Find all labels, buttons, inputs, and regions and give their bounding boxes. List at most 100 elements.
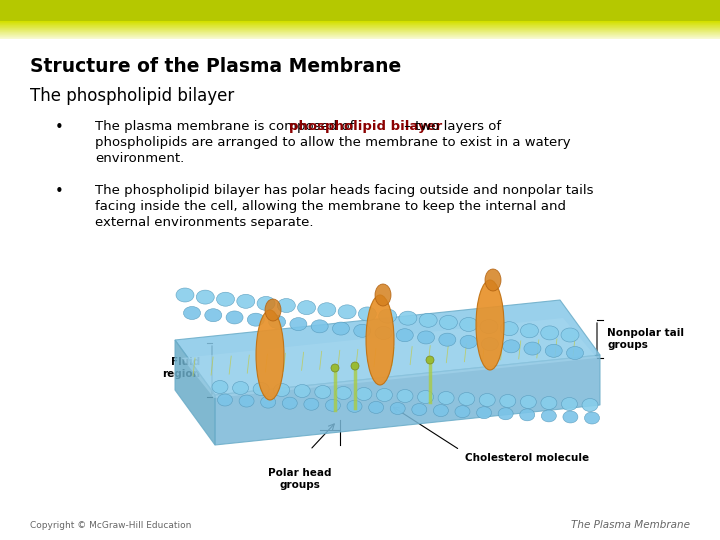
Text: facing inside the cell, allowing the membrane to keep the internal and: facing inside the cell, allowing the mem… (95, 200, 566, 213)
Ellipse shape (354, 325, 371, 338)
Ellipse shape (333, 322, 349, 335)
Text: – two layers of: – two layers of (400, 120, 501, 133)
Ellipse shape (480, 320, 498, 334)
Ellipse shape (500, 322, 518, 336)
Ellipse shape (459, 393, 474, 406)
Text: •: • (55, 184, 64, 199)
Text: The phospholipid bilayer: The phospholipid bilayer (30, 87, 234, 105)
Ellipse shape (524, 342, 541, 355)
Polygon shape (175, 340, 215, 445)
Text: •: • (55, 120, 64, 135)
Ellipse shape (377, 388, 392, 402)
Ellipse shape (412, 403, 427, 415)
Ellipse shape (521, 324, 539, 338)
Ellipse shape (433, 404, 449, 416)
Ellipse shape (503, 340, 520, 353)
Ellipse shape (184, 307, 200, 320)
Ellipse shape (561, 328, 579, 342)
Ellipse shape (545, 345, 562, 357)
Ellipse shape (541, 410, 557, 422)
Ellipse shape (521, 395, 536, 408)
Text: The phospholipid bilayer has polar heads facing outside and nonpolar tails: The phospholipid bilayer has polar heads… (95, 184, 593, 197)
Ellipse shape (438, 333, 456, 346)
Text: Fluid
region: Fluid region (162, 357, 200, 379)
Ellipse shape (541, 396, 557, 409)
Ellipse shape (418, 331, 435, 344)
Text: Copyright © McGraw-Hill Education: Copyright © McGraw-Hill Education (30, 521, 192, 530)
Ellipse shape (396, 329, 413, 342)
Ellipse shape (237, 294, 255, 308)
Text: The Plasma Membrane: The Plasma Membrane (571, 520, 690, 530)
Ellipse shape (318, 303, 336, 317)
Ellipse shape (261, 396, 276, 408)
Ellipse shape (455, 406, 470, 417)
Ellipse shape (498, 408, 513, 420)
Bar (0, 0, 720, 22)
Ellipse shape (315, 386, 330, 399)
Ellipse shape (338, 305, 356, 319)
Ellipse shape (500, 395, 516, 408)
Ellipse shape (269, 315, 286, 328)
Ellipse shape (274, 383, 289, 396)
Ellipse shape (217, 394, 233, 406)
Ellipse shape (176, 288, 194, 302)
Ellipse shape (438, 392, 454, 404)
Ellipse shape (212, 381, 228, 394)
Ellipse shape (197, 290, 215, 304)
Polygon shape (175, 300, 600, 395)
Ellipse shape (304, 398, 319, 410)
Ellipse shape (419, 313, 437, 327)
Ellipse shape (248, 313, 264, 326)
Ellipse shape (347, 400, 362, 413)
Ellipse shape (482, 338, 498, 350)
Ellipse shape (290, 318, 307, 330)
Ellipse shape (325, 399, 341, 411)
Text: Cholesterol molecule: Cholesterol molecule (465, 453, 589, 463)
Text: environment.: environment. (95, 152, 184, 165)
Ellipse shape (476, 280, 504, 370)
Ellipse shape (541, 326, 559, 340)
Ellipse shape (356, 388, 372, 401)
Text: Polar head
groups: Polar head groups (269, 468, 332, 490)
Text: The plasma membrane is composed of: The plasma membrane is composed of (95, 120, 359, 133)
Text: Nonpolar tail
groups: Nonpolar tail groups (607, 328, 684, 350)
Ellipse shape (253, 382, 269, 395)
Text: Structure of the Plasma Membrane: Structure of the Plasma Membrane (30, 57, 401, 76)
Ellipse shape (297, 301, 315, 315)
Polygon shape (215, 355, 600, 445)
Ellipse shape (359, 307, 377, 321)
Ellipse shape (459, 318, 477, 332)
Ellipse shape (233, 381, 248, 395)
Ellipse shape (204, 309, 222, 322)
Ellipse shape (439, 315, 457, 329)
Ellipse shape (265, 299, 281, 321)
Ellipse shape (585, 412, 600, 424)
Ellipse shape (375, 327, 392, 340)
Ellipse shape (426, 356, 434, 364)
Ellipse shape (277, 299, 295, 313)
Ellipse shape (562, 397, 577, 410)
Ellipse shape (256, 310, 284, 400)
Ellipse shape (390, 402, 405, 415)
Ellipse shape (369, 401, 384, 414)
Ellipse shape (399, 311, 417, 325)
Ellipse shape (336, 387, 351, 400)
Text: phospholipid bilayer: phospholipid bilayer (289, 120, 443, 133)
Ellipse shape (331, 364, 339, 372)
Ellipse shape (460, 335, 477, 348)
Ellipse shape (477, 407, 492, 418)
Ellipse shape (418, 390, 433, 403)
Polygon shape (182, 318, 597, 398)
Ellipse shape (563, 411, 578, 423)
Ellipse shape (379, 309, 397, 323)
Ellipse shape (366, 295, 394, 385)
Ellipse shape (480, 394, 495, 407)
Ellipse shape (226, 311, 243, 324)
Ellipse shape (282, 397, 297, 409)
Ellipse shape (567, 347, 583, 360)
Text: external environments separate.: external environments separate. (95, 216, 313, 229)
Ellipse shape (375, 284, 391, 306)
Text: phospholipids are arranged to allow the membrane to exist in a watery: phospholipids are arranged to allow the … (95, 136, 571, 149)
Ellipse shape (520, 409, 535, 421)
Ellipse shape (485, 269, 501, 291)
